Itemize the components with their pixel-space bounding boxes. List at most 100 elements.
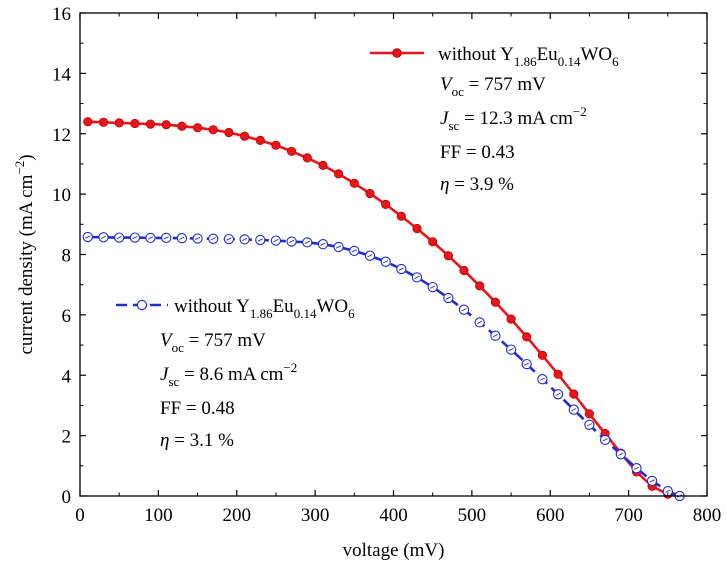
data-point-inner-mark: [461, 308, 467, 312]
data-point-series-0: [177, 121, 187, 131]
data-point-inner-mark: [508, 347, 514, 352]
y-tick-label: 14: [52, 64, 72, 85]
data-point-series-0: [161, 120, 171, 130]
series-line-1: [87, 235, 681, 498]
legend-blue-voc: Voc = 757 mV: [160, 330, 266, 355]
x-axis-label: voltage (mV): [343, 540, 445, 561]
legend-blue-label: without Y1.86Eu0.14WO6: [174, 296, 355, 321]
y-tick-label: 6: [62, 306, 72, 327]
data-point-inner-mark: [304, 240, 310, 245]
data-point-inner-mark: [132, 235, 138, 240]
x-tick-label: 300: [301, 505, 330, 526]
data-point-series-0: [553, 369, 563, 379]
x-tick-label: 700: [614, 505, 643, 526]
axis-ticks: 0 100 200 300 400 500 600 700 800 0 2 4 6 8 10 12 14 16: [52, 4, 721, 526]
data-point-series-0: [475, 281, 485, 291]
data-point-series-0: [459, 265, 469, 276]
x-tick-label: 800: [693, 505, 722, 526]
y-tick: 8: [62, 246, 72, 267]
x-tick: 800: [693, 505, 722, 526]
data-point-inner-mark: [116, 235, 122, 240]
legend-red-label: without Y1.86Eu0.14WO6: [438, 44, 619, 69]
x-tick: 400: [379, 505, 408, 526]
data-point-inner-mark: [633, 466, 640, 470]
x-tick: 500: [458, 505, 487, 526]
y-axis-label-close: ): [16, 154, 37, 160]
data-point-series-0: [412, 223, 422, 234]
x-tick-label: 0: [75, 505, 85, 526]
y-axis-label-main: current density (mA cm: [16, 174, 37, 354]
data-point-series-0: [365, 188, 375, 199]
data-point-series-0: [333, 169, 344, 179]
x-tick: 100: [144, 505, 173, 526]
data-point-series-0: [193, 123, 203, 133]
data-point-series-0: [302, 153, 312, 163]
data-point-inner-mark: [257, 238, 263, 242]
data-point-inner-mark: [179, 236, 185, 240]
data-point-series-0: [240, 131, 250, 141]
y-tick: 0: [62, 487, 72, 508]
data-point-inner-mark: [618, 452, 624, 456]
data-point-inner-mark: [210, 237, 216, 241]
data-point-series-0: [584, 409, 595, 419]
data-point-inner-mark: [539, 377, 546, 381]
data-point-series-0: [114, 118, 124, 128]
data-point-series-0: [506, 314, 516, 324]
legend-blue-marker: [136, 299, 148, 311]
data-point-inner-mark: [147, 236, 154, 240]
data-point-inner-mark: [524, 362, 530, 366]
y-axis-label: current density (mA cm−2): [12, 154, 37, 354]
data-point-inner-mark: [398, 267, 404, 271]
y-tick-label: 0: [62, 487, 72, 508]
legend-blue-ff: FF = 0.48: [160, 398, 235, 419]
legend-blue-jsc: Jsc = 8.6 mA cm−2: [160, 360, 297, 389]
legend-red-voc: Voc = 757 mV: [440, 74, 546, 99]
data-point-series-0: [208, 125, 218, 135]
data-point-inner-mark: [226, 237, 232, 241]
data-point-series-0: [490, 297, 500, 307]
data-point-inner-mark: [241, 237, 248, 242]
data-point-series-0: [381, 199, 391, 209]
x-tick: 700: [614, 505, 643, 526]
data-point-inner-mark: [320, 242, 326, 246]
legend-blue: without Y1.86Eu0.14WO6 Voc = 757 mV Jsc …: [116, 296, 355, 451]
data-point-series-0: [98, 117, 109, 127]
data-point-inner-mark: [492, 334, 499, 338]
data-point-series-0: [318, 160, 328, 170]
x-tick-label: 400: [379, 505, 408, 526]
data-point-series-0: [286, 146, 297, 156]
data-point-series-0: [522, 332, 532, 342]
data-point-series-0: [569, 389, 579, 399]
y-tick-label: 4: [62, 366, 72, 387]
data-point-inner-mark: [383, 260, 389, 264]
y-tick: 16: [52, 4, 71, 25]
y-tick: 12: [52, 125, 71, 146]
legend-red-marker: [392, 48, 402, 58]
data-point-inner-mark: [571, 408, 577, 412]
data-point-inner-mark: [649, 479, 655, 483]
x-tick-label: 200: [223, 505, 252, 526]
data-point-inner-mark: [367, 254, 373, 258]
legend-red: without Y1.86Eu0.14WO6 Voc = 757 mV Jsc …: [370, 44, 619, 195]
y-tick: 10: [52, 185, 71, 206]
data-point-inner-mark: [351, 249, 357, 253]
data-point-series-0: [255, 135, 265, 145]
y-tick: 4: [62, 366, 72, 387]
data-point-series-0: [349, 178, 359, 188]
data-point-series-0: [443, 251, 453, 261]
data-point-inner-mark: [430, 285, 436, 289]
data-point-inner-mark: [85, 235, 91, 239]
data-point-inner-mark: [602, 438, 608, 442]
data-point-series-0: [428, 237, 438, 247]
data-point-inner-mark: [414, 275, 420, 280]
legend-blue-eta: η = 3.1 %: [160, 430, 234, 451]
plot-frame: [79, 12, 708, 497]
legend-red-jsc: Jsc = 12.3 mA cm−2: [440, 104, 587, 133]
y-axis-label-sup: −2: [12, 161, 27, 175]
data-point-inner-mark: [163, 236, 169, 240]
data-point-series-0: [271, 140, 281, 150]
data-point-inner-mark: [445, 296, 452, 300]
legend-red-eta: η = 3.9 %: [440, 174, 514, 195]
data-point-series-0: [83, 117, 93, 127]
